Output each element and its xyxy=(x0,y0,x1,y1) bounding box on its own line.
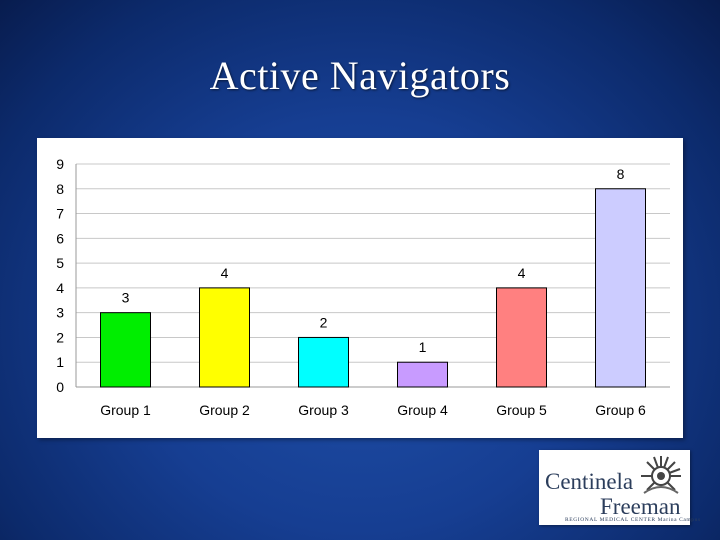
y-tick-label: 4 xyxy=(56,280,64,296)
x-tick-label: Group 1 xyxy=(100,402,151,418)
bar xyxy=(298,336,349,388)
bar xyxy=(199,287,250,388)
logo-subtitle: REGIONAL MEDICAL CENTER Marina Campus xyxy=(565,517,701,523)
logo-text-line2: Freeman xyxy=(600,494,681,519)
bar xyxy=(100,312,151,388)
bar-chart-canvas: 0 1 2 3 4 5 6 7 8 9 3 Group 1 4 Group 2 2 Group 3 1 Group… xyxy=(56,156,670,418)
y-tick-label: 7 xyxy=(56,206,64,222)
y-tick-label: 9 xyxy=(56,156,64,172)
data-label: 4 xyxy=(221,265,229,281)
slide-title: Active Navigators xyxy=(209,53,511,98)
x-tick-label: Group 3 xyxy=(298,402,349,418)
bar xyxy=(496,287,547,388)
y-tick-label: 6 xyxy=(56,230,64,246)
y-tick-label: 1 xyxy=(56,354,64,370)
y-tick-label: 8 xyxy=(56,181,64,197)
sun-burst-emblem-icon xyxy=(638,453,684,499)
x-tick-label: Group 2 xyxy=(199,402,250,418)
data-label: 8 xyxy=(617,166,625,182)
data-label: 4 xyxy=(518,265,526,281)
logo-text-line1: Centinela xyxy=(545,469,634,494)
x-tick-label: Group 4 xyxy=(397,402,448,418)
data-label: 3 xyxy=(122,290,130,306)
bar xyxy=(595,188,646,388)
y-tick-label: 5 xyxy=(56,255,64,271)
bar-chart: 0 1 2 3 4 5 6 7 8 9 3 Group 1 4 Group 2 2 Group 3 1 Group… xyxy=(37,138,683,438)
x-tick-label: Group 5 xyxy=(496,402,547,418)
x-tick-label: Group 6 xyxy=(595,402,646,418)
y-tick-label: 0 xyxy=(56,379,64,395)
data-label: 2 xyxy=(320,314,328,330)
data-label: 1 xyxy=(419,339,427,355)
y-tick-label: 2 xyxy=(56,329,64,345)
y-tick-label: 3 xyxy=(56,305,64,321)
bar xyxy=(397,361,448,388)
centinela-freeman-logo: Centinela Freeman REGIONAL MEDICAL CENTE… xyxy=(539,450,701,525)
